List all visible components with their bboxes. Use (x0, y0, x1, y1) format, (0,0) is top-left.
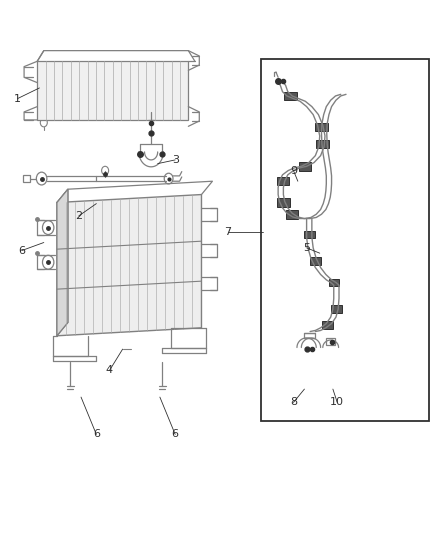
Bar (277, 198, 290, 207)
Bar (304, 333, 315, 338)
Text: 9: 9 (290, 166, 297, 175)
Bar (328, 279, 339, 286)
Bar (315, 123, 328, 131)
Bar (23, 175, 30, 182)
Polygon shape (57, 189, 68, 336)
Text: 10: 10 (330, 398, 344, 407)
Bar (299, 162, 311, 171)
Text: 6: 6 (172, 430, 179, 439)
Bar (286, 210, 298, 219)
Bar (277, 177, 289, 185)
Text: 5: 5 (303, 243, 310, 253)
Text: 1: 1 (14, 94, 21, 103)
Text: 8: 8 (290, 398, 297, 407)
Bar (331, 305, 342, 313)
Bar (284, 92, 297, 100)
Text: 2: 2 (75, 211, 82, 221)
Text: 4: 4 (106, 366, 113, 375)
Text: 6: 6 (93, 430, 100, 439)
Bar (261, 59, 429, 421)
Polygon shape (57, 195, 201, 336)
Bar (322, 321, 333, 329)
Text: 7: 7 (224, 227, 231, 237)
Bar (326, 338, 335, 345)
Text: 6: 6 (18, 246, 25, 255)
Bar (310, 257, 321, 265)
Bar (316, 140, 328, 148)
Text: 3: 3 (172, 155, 179, 165)
Bar (304, 231, 315, 238)
Polygon shape (37, 61, 188, 120)
